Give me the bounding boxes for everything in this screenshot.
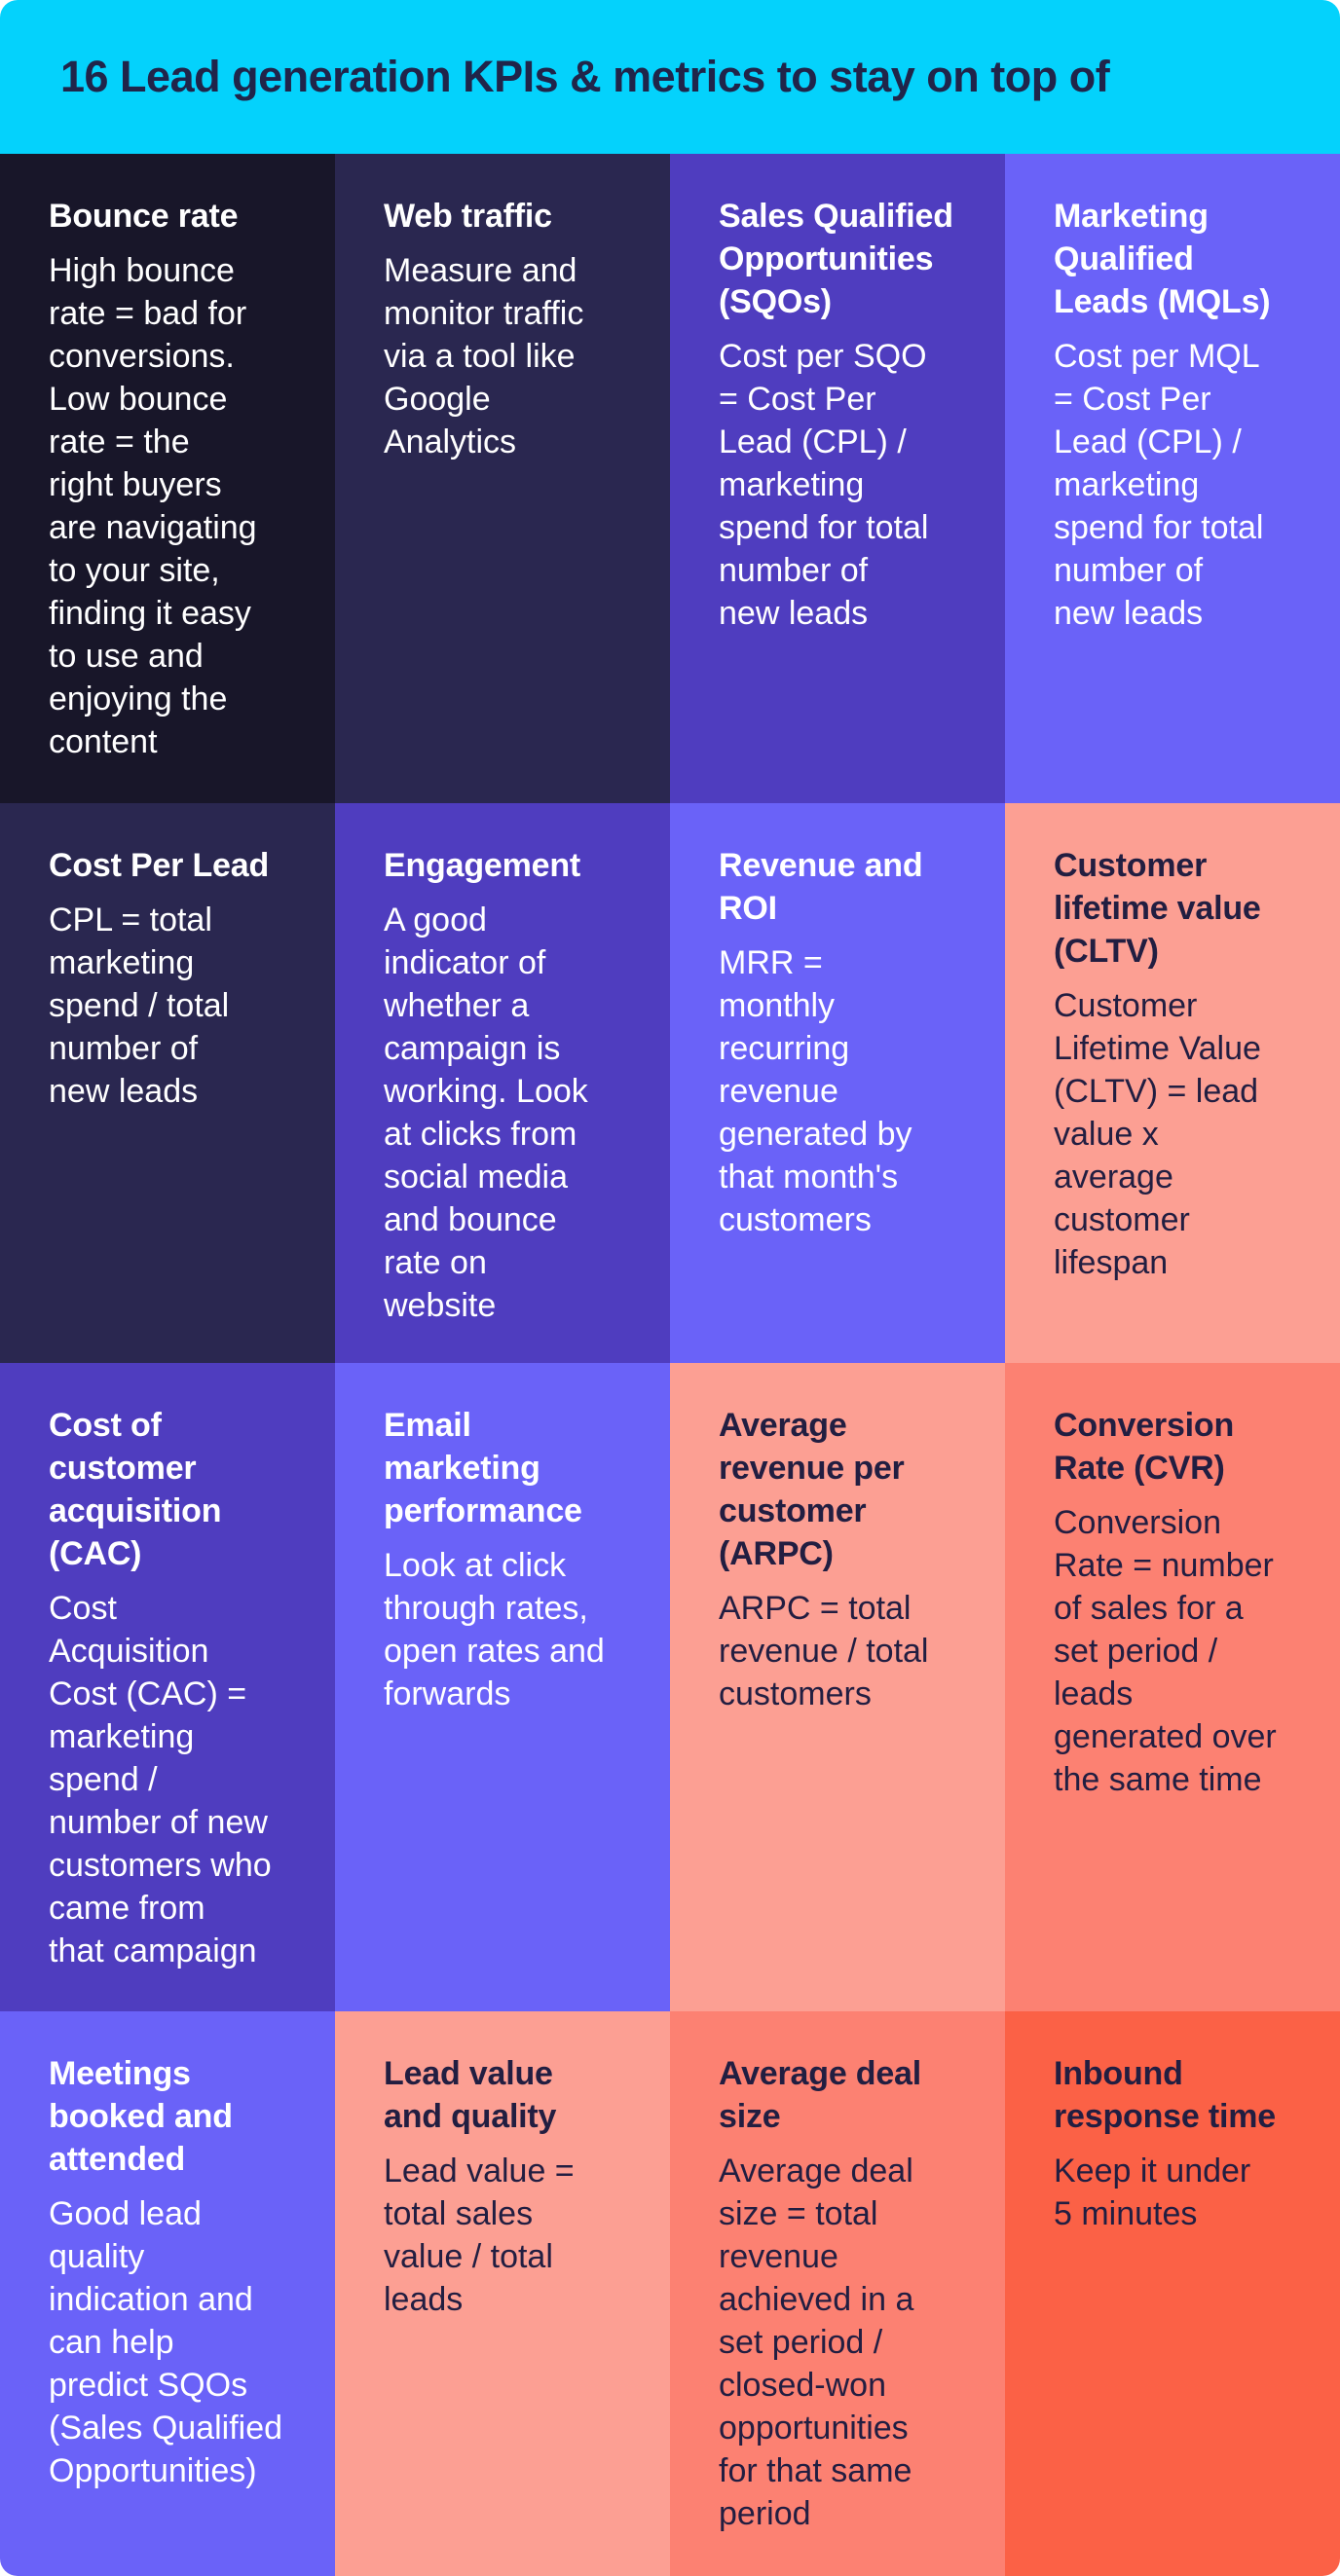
kpi-title: Lead value and quality bbox=[384, 2055, 557, 2135]
kpi-description: A good indicator of whether a campaign i… bbox=[384, 902, 588, 1324]
kpi-title: Average revenue per customer (ARPC) bbox=[719, 1407, 905, 1572]
kpi-cell-lead-value: Lead value and quality Lead value = tota… bbox=[335, 2011, 670, 2576]
kpi-title: Customer lifetime value (CLTV) bbox=[1054, 847, 1261, 970]
kpi-description: MRR = monthly recurring revenue generate… bbox=[719, 944, 912, 1238]
kpi-cell-bounce-rate: Bounce rate High bounce rate = bad for c… bbox=[0, 154, 335, 803]
kpi-title: Cost of customer acquisition (CAC) bbox=[49, 1407, 222, 1572]
kpi-description: Customer Lifetime Value (CLTV) = lead va… bbox=[1054, 987, 1261, 1281]
kpi-description: Cost per SQO = Cost Per Lead (CPL) / mar… bbox=[719, 338, 929, 632]
kpi-title: Bounce rate bbox=[49, 198, 239, 235]
kpi-cell-cvr: Conversion Rate (CVR) Conversion Rate = … bbox=[1005, 1363, 1340, 2011]
kpi-grid: Bounce rate High bounce rate = bad for c… bbox=[0, 154, 1340, 2576]
kpi-cell-avg-deal-size: Average deal size Average deal size = to… bbox=[670, 2011, 1005, 2576]
kpi-cell-cost-per-lead: Cost Per Lead CPL = total marketing spen… bbox=[0, 803, 335, 1363]
kpi-description: Keep it under 5 minutes bbox=[1054, 2153, 1251, 2232]
kpi-description: Look at click through rates, open rates … bbox=[384, 1547, 605, 1712]
kpi-description: Average deal size = total revenue achiev… bbox=[719, 2153, 914, 2532]
kpi-description: Measure and monitor traffic via a tool l… bbox=[384, 252, 584, 460]
kpi-title: Cost Per Lead bbox=[49, 847, 270, 884]
kpi-description: Lead value = total sales value / total l… bbox=[384, 2153, 575, 2318]
kpi-cell-revenue-roi: Revenue and ROI MRR = monthly recurring … bbox=[670, 803, 1005, 1363]
kpi-description: ARPC = total revenue / total customers bbox=[719, 1590, 929, 1712]
kpi-title: Sales Qualified Opportunities (SQOs) bbox=[719, 198, 953, 320]
kpi-description: High bounce rate = bad for conversions. … bbox=[49, 252, 257, 760]
kpi-description: Conversion Rate = number of sales for a … bbox=[1054, 1504, 1277, 1798]
kpi-title: Average deal size bbox=[719, 2055, 922, 2135]
kpi-title: Web traffic bbox=[384, 198, 552, 235]
page-title: 16 Lead generation KPIs & metrics to sta… bbox=[60, 52, 1110, 102]
kpi-cell-sqos: Sales Qualified Opportunities (SQOs) Cos… bbox=[670, 154, 1005, 803]
kpi-cell-cltv: Customer lifetime value (CLTV) Customer … bbox=[1005, 803, 1340, 1363]
kpi-cell-engagement: Engagement A good indicator of whether a… bbox=[335, 803, 670, 1363]
kpi-title: Inbound response time bbox=[1054, 2055, 1276, 2135]
kpi-title: Marketing Qualified Leads (MQLs) bbox=[1054, 198, 1271, 320]
kpi-title: Revenue and ROI bbox=[719, 847, 923, 927]
kpi-title: Meetings booked and attended bbox=[49, 2055, 233, 2178]
kpi-cell-meetings-booked: Meetings booked and attended Good lead q… bbox=[0, 2011, 335, 2576]
kpi-cell-mqls: Marketing Qualified Leads (MQLs) Cost pe… bbox=[1005, 154, 1340, 803]
kpi-description: Good lead quality indication and can hel… bbox=[49, 2195, 283, 2489]
kpi-cell-web-traffic: Web traffic Measure and monitor traffic … bbox=[335, 154, 670, 803]
kpi-title: Engagement bbox=[384, 847, 581, 884]
kpi-description: Cost Acquisition Cost (CAC) = marketing … bbox=[49, 1590, 272, 1969]
kpi-cell-cac: Cost of customer acquisition (CAC) Cost … bbox=[0, 1363, 335, 2011]
header: 16 Lead generation KPIs & metrics to sta… bbox=[0, 0, 1340, 154]
kpi-title: Email marketing performance bbox=[384, 1407, 582, 1529]
kpi-cell-inbound-response-time: Inbound response time Keep it under 5 mi… bbox=[1005, 2011, 1340, 2576]
kpi-title: Conversion Rate (CVR) bbox=[1054, 1407, 1235, 1487]
kpi-description: CPL = total marketing spend / total numb… bbox=[49, 902, 230, 1110]
kpi-description: Cost per MQL = Cost Per Lead (CPL) / mar… bbox=[1054, 338, 1264, 632]
kpi-cell-email-marketing: Email marketing performance Look at clic… bbox=[335, 1363, 670, 2011]
kpi-cell-arpc: Average revenue per customer (ARPC) ARPC… bbox=[670, 1363, 1005, 2011]
